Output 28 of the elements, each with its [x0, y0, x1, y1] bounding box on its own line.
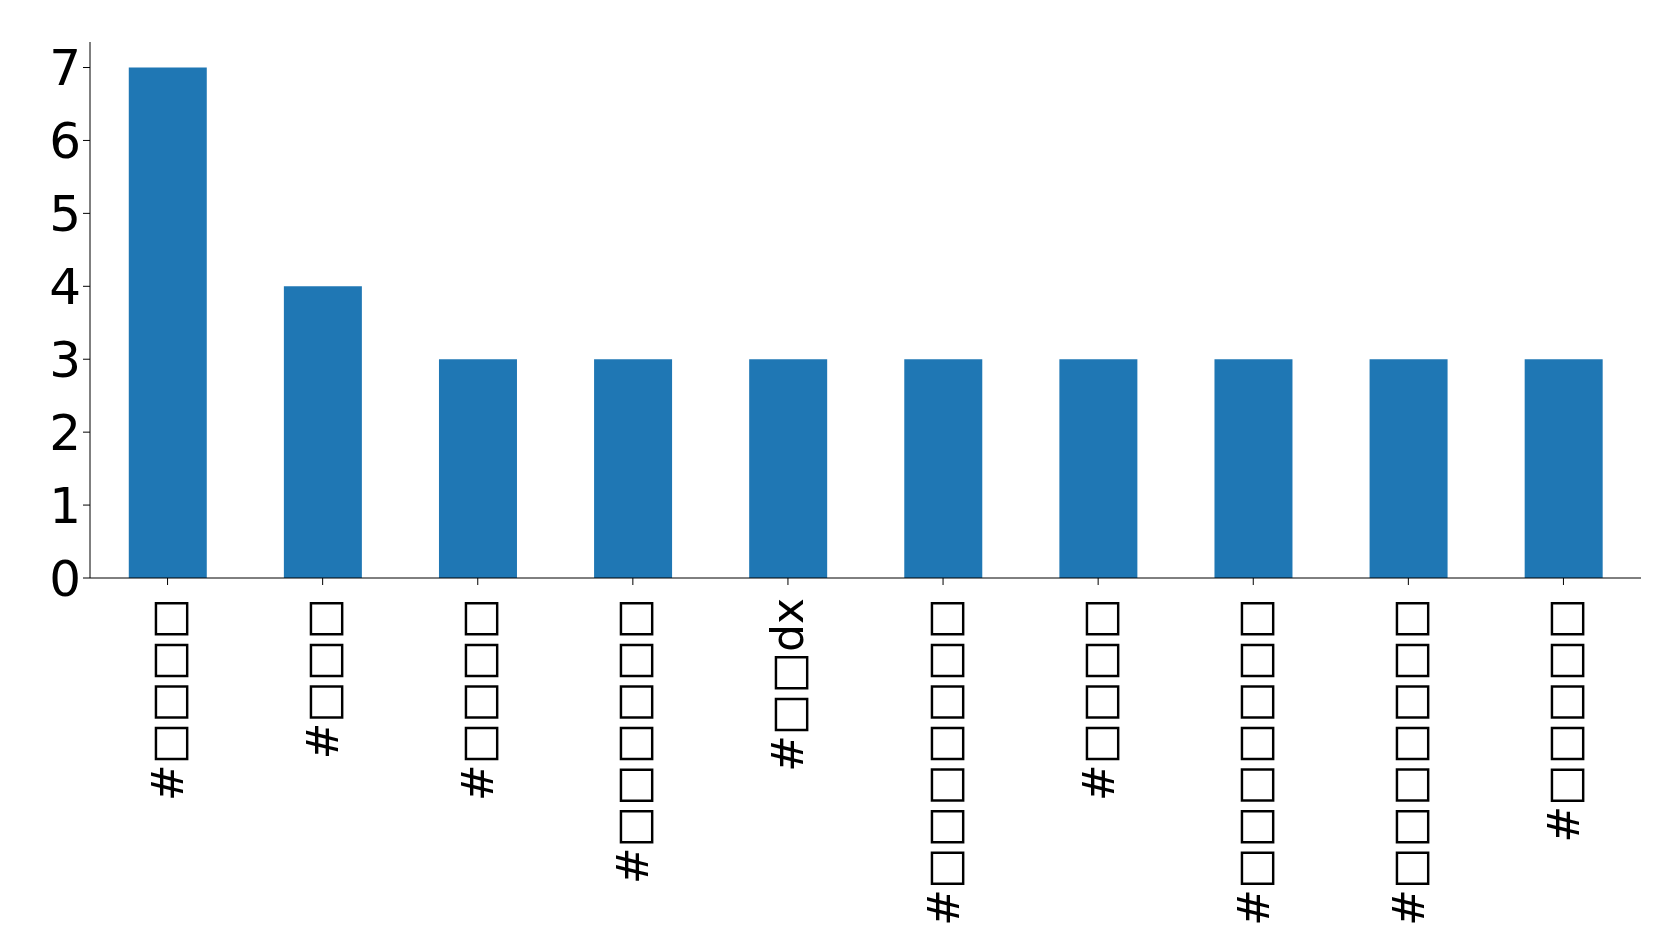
x-tick-label: #□□dx: [762, 598, 814, 772]
bar: [438, 359, 517, 578]
x-tick-label: #□□□: [297, 598, 349, 760]
bar: [128, 67, 207, 578]
bar: [904, 359, 983, 578]
bar: [594, 359, 673, 578]
x-tick-label: #□□□□□: [1537, 598, 1589, 843]
y-tick-label: 0: [49, 549, 81, 608]
bar: [283, 286, 362, 578]
y-tick-label: 4: [49, 258, 81, 317]
x-tick-label: #□□□□: [1072, 598, 1124, 802]
x-tick-label: #□□□□□□□: [917, 598, 969, 926]
y-tick-label: 6: [49, 112, 81, 171]
bar: [1369, 359, 1448, 578]
x-tick-label: #□□□□□□: [607, 598, 659, 885]
y-tick-label: 7: [49, 39, 81, 98]
x-tick-label: #□□□□: [142, 598, 194, 802]
y-tick-label: 1: [49, 476, 81, 535]
bar: [1214, 359, 1293, 578]
y-tick-label: 3: [49, 330, 81, 389]
y-tick-label: 2: [49, 403, 81, 462]
bar: [1059, 359, 1138, 578]
x-tick-label: #□□□□□□□: [1227, 598, 1279, 926]
y-tick-label: 5: [49, 185, 81, 244]
bar: [1524, 359, 1603, 578]
x-tick-label: #□□□□□□□: [1382, 598, 1434, 926]
bar: [749, 359, 828, 578]
x-tick-label: #□□□□: [452, 598, 504, 802]
